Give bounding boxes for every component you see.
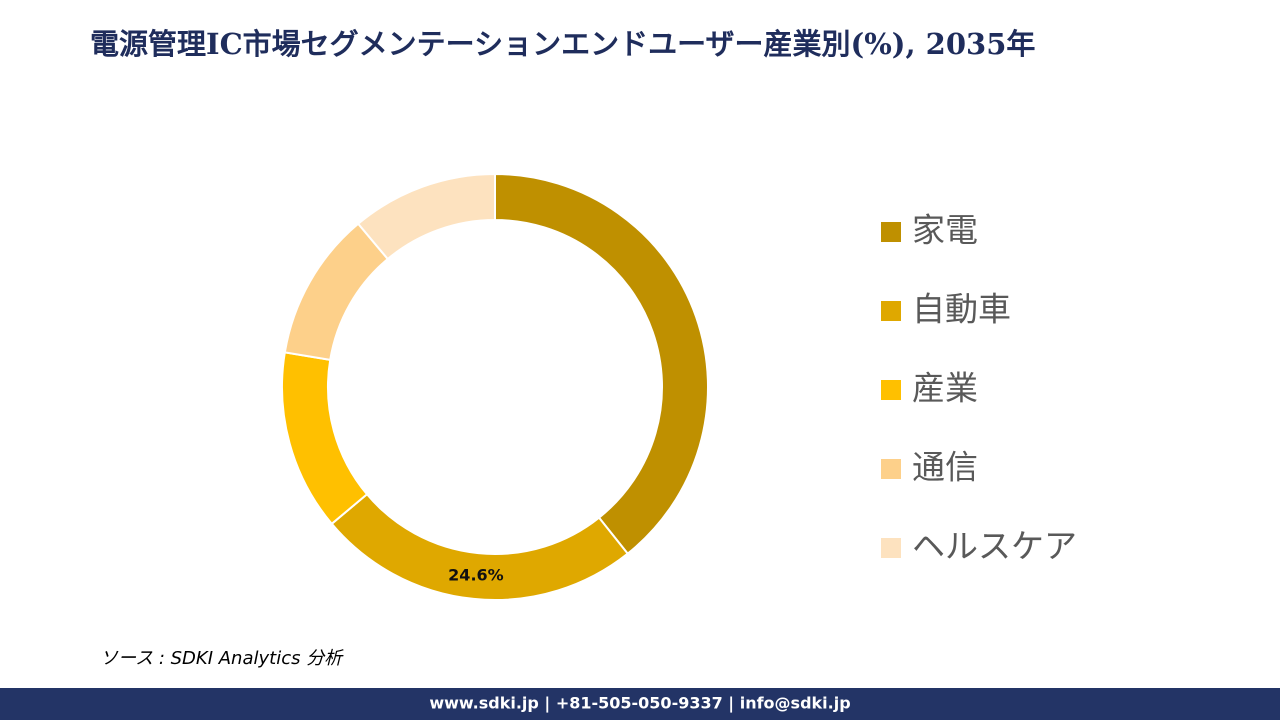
legend-swatch (881, 459, 901, 479)
data-label: 24.6% (448, 566, 504, 585)
source: ソース : SDKI Analytics 分析 (100, 648, 344, 669)
legend-label: ヘルスケア (912, 527, 1077, 566)
donut-segment (356, 172, 496, 261)
legend-label: 産業 (912, 369, 978, 408)
legend-label: 自動車 (912, 290, 1011, 329)
legend-swatch (881, 538, 901, 558)
legend-swatch (881, 301, 901, 321)
donut-segment (281, 351, 369, 526)
legend-swatch (881, 222, 901, 242)
legend-label: 家電 (912, 211, 978, 250)
chart-title: 電源管理IC市場セグメンテーションエンドユーザー産業別(%), 2035年 (90, 27, 1035, 61)
legend-swatch (881, 380, 901, 400)
donut-segment (283, 222, 390, 361)
donut-segment (494, 172, 709, 556)
legend-label: 通信 (912, 448, 978, 487)
footer-bar (0, 688, 1280, 720)
footer-text: www.sdki.jp | +81-505-050-9337 | info@sd… (429, 694, 850, 714)
